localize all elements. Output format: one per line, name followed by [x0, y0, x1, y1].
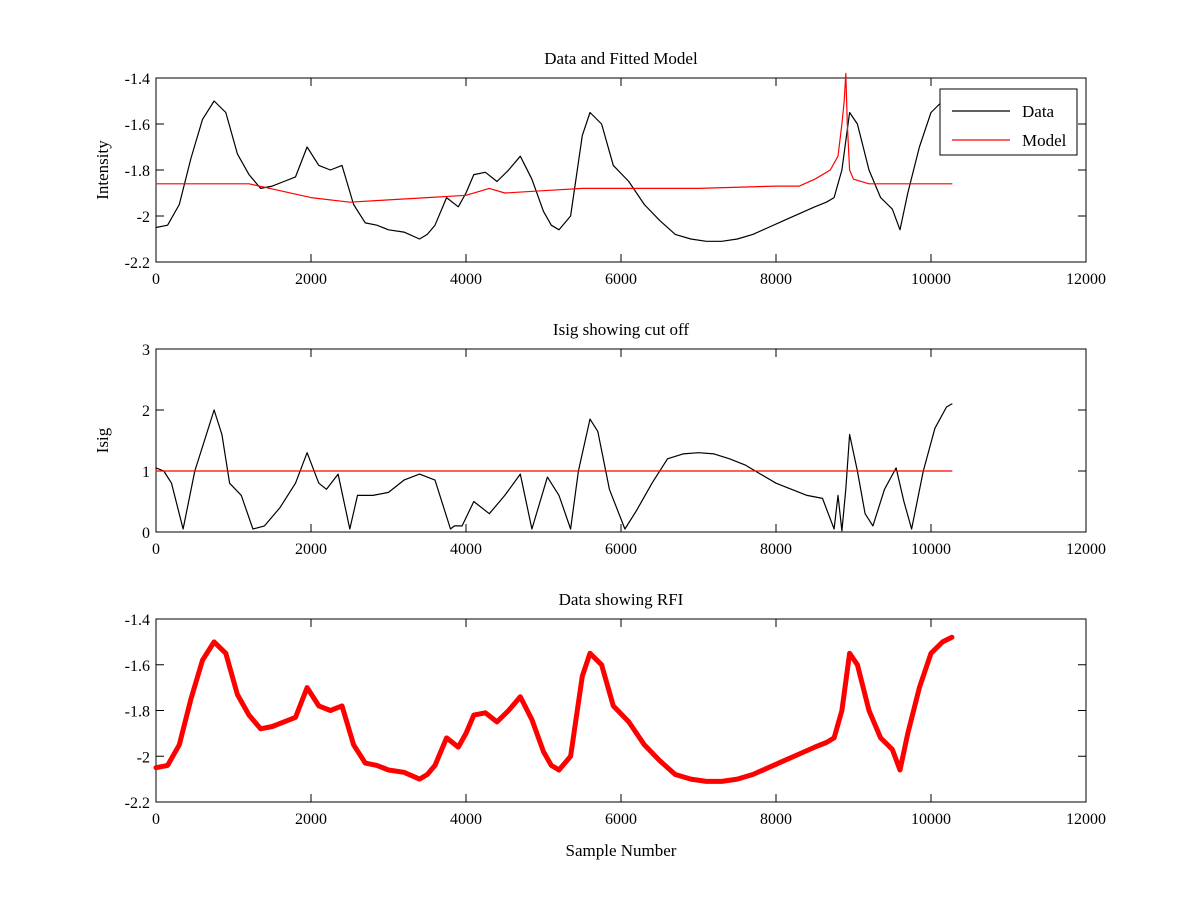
chart-title-2: Data showing RFI	[559, 590, 684, 609]
y-tick-label-0-2: -1.8	[125, 163, 150, 180]
y-axis-label-1: Isig	[93, 427, 112, 453]
chart-title-1: Isig showing cut off	[553, 320, 689, 339]
y-tick-label-2-2: -1.8	[125, 704, 150, 721]
x-tick-label-2-5: 10000	[911, 811, 951, 828]
y-tick-label-1-0: 0	[142, 525, 150, 542]
x-tick-label-1-5: 10000	[911, 541, 951, 558]
x-tick-label-2-4: 8000	[760, 811, 792, 828]
x-tick-label-0-2: 4000	[450, 271, 482, 288]
y-tick-label-0-3: -1.6	[125, 117, 150, 134]
x-axis-label-2: Sample Number	[566, 841, 677, 860]
y-tick-label-2-1: -2	[137, 749, 150, 766]
x-tick-label-2-0: 0	[152, 811, 160, 828]
y-tick-label-0-1: -2	[137, 209, 150, 226]
x-tick-label-0-3: 6000	[605, 271, 637, 288]
y-tick-label-1-3: 3	[142, 342, 150, 359]
legend-box-0	[939, 88, 1078, 156]
x-tick-label-2-3: 6000	[605, 811, 637, 828]
x-tick-label-0-1: 2000	[295, 271, 327, 288]
y-tick-label-1-2: 2	[142, 403, 150, 420]
x-tick-label-2-2: 4000	[450, 811, 482, 828]
y-tick-label-1-1: 1	[142, 464, 150, 481]
x-tick-label-1-0: 0	[152, 541, 160, 558]
x-tick-label-0-0: 0	[152, 271, 160, 288]
series-line-2-0	[153, 634, 955, 784]
y-tick-label-0-4: -1.4	[125, 71, 150, 88]
legend-entry-0-1: Model	[1022, 131, 1067, 150]
y-tick-label-2-3: -1.6	[125, 658, 150, 675]
x-tick-label-2-1: 2000	[295, 811, 327, 828]
axes-box-1	[155, 348, 1087, 533]
x-tick-label-0-4: 8000	[760, 271, 792, 288]
x-tick-label-2-6: 12000	[1066, 811, 1106, 828]
x-tick-label-0-5: 10000	[911, 271, 951, 288]
y-tick-label-0-0: -2.2	[125, 255, 150, 272]
x-tick-label-1-4: 8000	[760, 541, 792, 558]
x-tick-label-1-6: 12000	[1066, 541, 1106, 558]
legend-entry-0-0: Data	[1022, 102, 1055, 121]
x-tick-label-0-6: 12000	[1066, 271, 1106, 288]
y-axis-label-0: Intensity	[93, 140, 112, 200]
x-tick-label-1-2: 4000	[450, 541, 482, 558]
series-line-1-0	[155, 403, 953, 532]
x-tick-label-1-1: 2000	[295, 541, 327, 558]
chart-title-0: Data and Fitted Model	[544, 49, 698, 68]
series-line-0-0	[155, 95, 953, 242]
x-tick-label-1-3: 6000	[605, 541, 637, 558]
y-tick-label-2-4: -1.4	[125, 612, 150, 629]
series-line-0-1	[155, 72, 953, 203]
y-tick-label-2-0: -2.2	[125, 795, 150, 812]
axes-box-0	[155, 77, 1087, 263]
